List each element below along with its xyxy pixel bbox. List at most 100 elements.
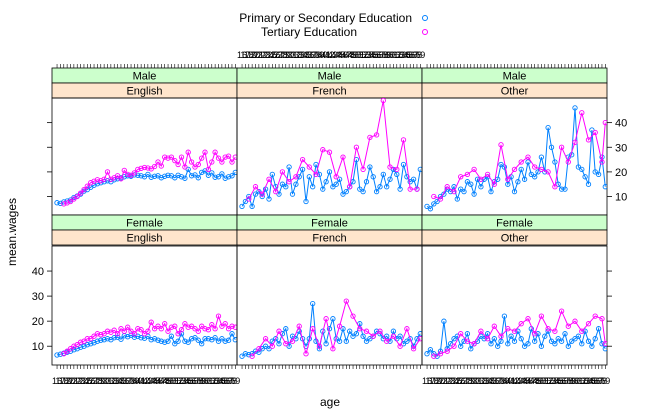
point-tertiary — [168, 324, 175, 330]
x-tick-label: 67 — [594, 376, 604, 386]
point-primary — [602, 184, 607, 190]
point-primary — [458, 343, 464, 349]
point-primary — [320, 186, 326, 192]
x-tick-label: 53 — [361, 50, 371, 60]
point-tertiary — [77, 190, 84, 196]
point-tertiary — [565, 323, 571, 329]
point-primary — [94, 338, 101, 344]
series-line-tertiary — [433, 309, 606, 357]
point-tertiary — [572, 139, 578, 145]
series-line-tertiary — [248, 100, 417, 200]
point-tertiary — [172, 323, 178, 329]
point-primary — [212, 174, 218, 180]
x-tick-label: 47 — [526, 376, 536, 386]
x-tick-label: 44 — [516, 376, 526, 386]
point-primary — [195, 337, 201, 343]
point-primary — [54, 200, 60, 206]
point-primary — [579, 341, 585, 347]
point-tertiary — [458, 174, 464, 180]
point-primary — [390, 328, 397, 334]
panel-female-other: Female Other — [421, 214, 608, 366]
legend-label-primary: Primary or Secondary Education — [239, 11, 412, 25]
x-tick-label: 65 — [402, 50, 412, 60]
x-tick-label: 19 — [247, 50, 257, 60]
point-primary — [582, 328, 588, 334]
point-tertiary — [195, 161, 201, 168]
point-tertiary — [246, 196, 252, 202]
panel-male-french: Male French — [236, 67, 423, 216]
point-tertiary — [323, 316, 329, 322]
point-primary — [515, 179, 521, 185]
point-tertiary — [98, 332, 104, 338]
point-primary — [400, 161, 407, 168]
point-tertiary — [64, 200, 70, 206]
point-tertiary — [525, 316, 531, 322]
point-primary — [299, 166, 306, 173]
point-tertiary — [118, 176, 124, 182]
x-tick-label: 48 — [530, 376, 540, 386]
point-primary — [212, 335, 218, 341]
point-primary — [384, 333, 390, 339]
x-tick-label: 31 — [287, 50, 297, 60]
point-primary — [192, 335, 198, 341]
point-primary — [545, 124, 551, 131]
point-primary — [417, 166, 422, 173]
strip-language-label: French — [312, 233, 346, 245]
point-tertiary — [67, 198, 74, 205]
x-tick-label: 49 — [348, 50, 358, 60]
x-tick-label: 30 — [284, 50, 294, 60]
point-tertiary — [437, 351, 444, 357]
point-primary — [205, 336, 212, 342]
point-primary — [323, 179, 329, 185]
strip-sex-label: Female — [496, 218, 533, 230]
point-tertiary — [165, 155, 171, 161]
point-primary — [474, 176, 481, 182]
point-primary — [548, 338, 555, 344]
point-tertiary — [141, 164, 148, 171]
panel-female-english: Female English — [51, 214, 238, 366]
point-primary — [222, 338, 228, 344]
x-tick-label: 36 — [119, 376, 129, 386]
point-primary — [394, 171, 400, 178]
point-primary — [242, 351, 249, 357]
x-tick-label: 31 — [472, 376, 482, 386]
point-primary — [148, 337, 154, 343]
point-primary — [266, 346, 272, 352]
point-tertiary — [407, 186, 413, 192]
point-tertiary — [77, 339, 84, 345]
x-tick-label: 39 — [314, 50, 324, 60]
point-primary — [249, 203, 255, 210]
point-primary — [313, 161, 319, 168]
x-tick-label: 25 — [82, 376, 92, 386]
point-tertiary — [202, 326, 208, 332]
strip-sex-label: Female — [126, 218, 163, 230]
point-primary — [424, 351, 430, 357]
point-primary — [84, 342, 90, 348]
point-primary — [340, 326, 346, 332]
point-primary — [424, 203, 430, 210]
point-tertiary — [61, 351, 67, 357]
point-tertiary — [121, 328, 127, 334]
point-tertiary — [188, 323, 195, 329]
point-primary — [592, 336, 598, 342]
point-tertiary — [310, 326, 316, 332]
point-tertiary — [276, 328, 282, 334]
x-tick-label: 53 — [176, 376, 186, 386]
axes: 1020304010203040161718192021222324252627… — [32, 50, 628, 386]
point-primary — [239, 203, 245, 210]
x-tick-label: 58 — [193, 376, 203, 386]
point-primary — [188, 173, 195, 179]
point-primary — [192, 172, 198, 178]
x-tick-label: 56 — [372, 50, 382, 60]
x-tick-label: 66 — [220, 376, 230, 386]
point-tertiary — [165, 328, 171, 334]
x-axis-label: age — [320, 395, 340, 409]
point-primary — [199, 341, 205, 347]
point-primary — [569, 338, 575, 344]
x-tick-label: 36 — [489, 376, 499, 386]
point-tertiary — [111, 327, 117, 333]
x-tick-label: 23 — [261, 50, 271, 60]
x-tick-label: 46 — [338, 50, 348, 60]
x-tick-label: 52 — [173, 376, 183, 386]
